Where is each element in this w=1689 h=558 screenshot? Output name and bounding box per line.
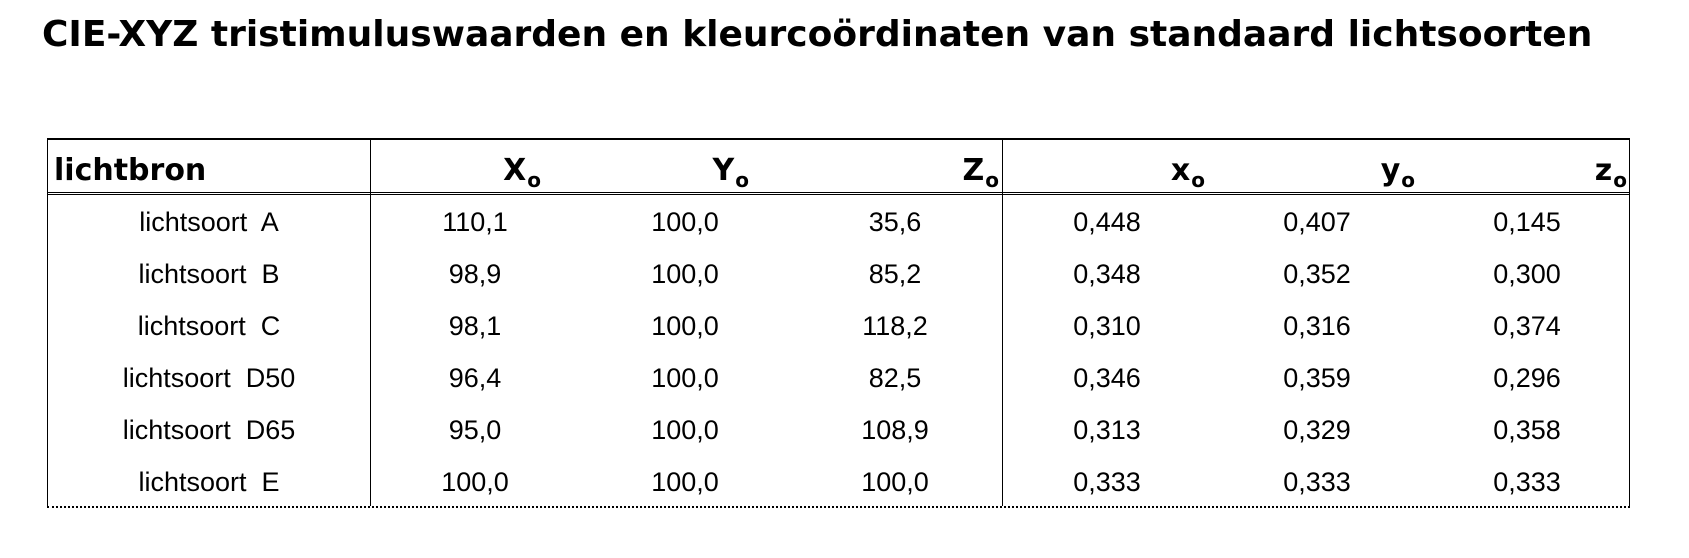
cell-z: 0,300 [1493,259,1561,289]
cell-z: 0,333 [1493,467,1561,497]
header-z: zo [1594,153,1627,192]
header-y-sub: o [1401,168,1415,192]
header-y-main: y [1380,153,1401,188]
cell-x: 0,448 [1073,207,1141,237]
cell-lichtbron: lichtsoort C [137,311,281,341]
cell-Z: 108,9 [861,415,929,445]
cell-y: 0,407 [1283,207,1351,237]
table-row: lichtsoort B 98,9 100,0 85,2 0,348 0,352… [48,248,1629,300]
cell-Y: 100,0 [651,415,719,445]
cell-X: 96,4 [448,363,502,393]
illuminant-table: lichtbron Xo Yo Zo xo yo zo lichtsoort A… [47,138,1630,508]
cell-y: 0,352 [1283,259,1351,289]
cell-lichtbron: lichtsoort E [138,467,280,497]
cell-Z: 82,5 [868,363,922,393]
cell-z: 0,358 [1493,415,1561,445]
table-row: lichtsoort A 110,1 100,0 35,6 0,448 0,40… [48,196,1629,248]
cell-z: 0,374 [1493,311,1561,341]
cell-z: 0,145 [1493,207,1561,237]
header-x-main: x [1170,153,1191,188]
cell-Z: 118,2 [862,311,928,341]
header-X-sub: o [527,168,541,192]
header-Y-main: Y [712,153,735,188]
table-row: lichtsoort C 98,1 100,0 118,2 0,310 0,31… [48,300,1629,352]
cell-z: 0,296 [1493,363,1561,393]
cell-y: 0,329 [1283,415,1351,445]
cell-X: 98,9 [448,259,502,289]
cell-Y: 100,0 [651,311,719,341]
cell-Y: 100,0 [651,467,719,497]
cell-lichtbron: lichtsoort D65 [122,415,296,445]
cell-Y: 100,0 [651,363,719,393]
page-title: CIE-XYZ tristimuluswaarden en kleurcoörd… [42,14,1593,55]
column-divider-2 [1002,140,1003,506]
header-z-main: z [1594,153,1613,188]
header-z-sub: o [1613,168,1627,192]
header-x: xo [1170,153,1205,192]
cell-Z: 35,6 [868,207,922,237]
header-X: Xo [503,153,541,192]
column-divider-1 [370,140,371,506]
cell-lichtbron: lichtsoort D50 [122,363,296,393]
cell-x: 0,310 [1073,311,1141,341]
cell-X: 100,0 [441,467,509,497]
cell-y: 0,333 [1283,467,1351,497]
cell-lichtbron: lichtsoort B [138,259,280,289]
table-row: lichtsoort E 100,0 100,0 100,0 0,333 0,3… [48,456,1629,508]
header-x-sub: o [1191,168,1205,192]
header-Z: Zo [962,153,999,192]
cell-x: 0,348 [1073,259,1141,289]
cell-Y: 100,0 [651,207,719,237]
header-Y-sub: o [735,168,749,192]
cell-x: 0,333 [1073,467,1141,497]
cell-y: 0,316 [1283,311,1351,341]
header-Z-main: Z [962,153,985,188]
cell-X: 95,0 [448,415,502,445]
header-lichtbron: lichtbron [54,153,207,188]
cell-Z: 100,0 [861,467,929,497]
cell-X: 110,1 [442,207,508,237]
cell-x: 0,346 [1073,363,1141,393]
cell-lichtbron: lichtsoort A [139,207,279,237]
header-Y: Yo [712,153,749,192]
cell-Y: 100,0 [651,259,719,289]
header-divider [48,192,1629,195]
cell-X: 98,1 [448,311,502,341]
table-row: lichtsoort D50 96,4 100,0 82,5 0,346 0,3… [48,352,1629,404]
cell-y: 0,359 [1283,363,1351,393]
header-Z-sub: o [985,168,999,192]
header-y: yo [1380,153,1415,192]
cell-Z: 85,2 [868,259,922,289]
cell-x: 0,313 [1073,415,1141,445]
header-X-main: X [503,153,527,188]
table-row: lichtsoort D65 95,0 100,0 108,9 0,313 0,… [48,404,1629,456]
